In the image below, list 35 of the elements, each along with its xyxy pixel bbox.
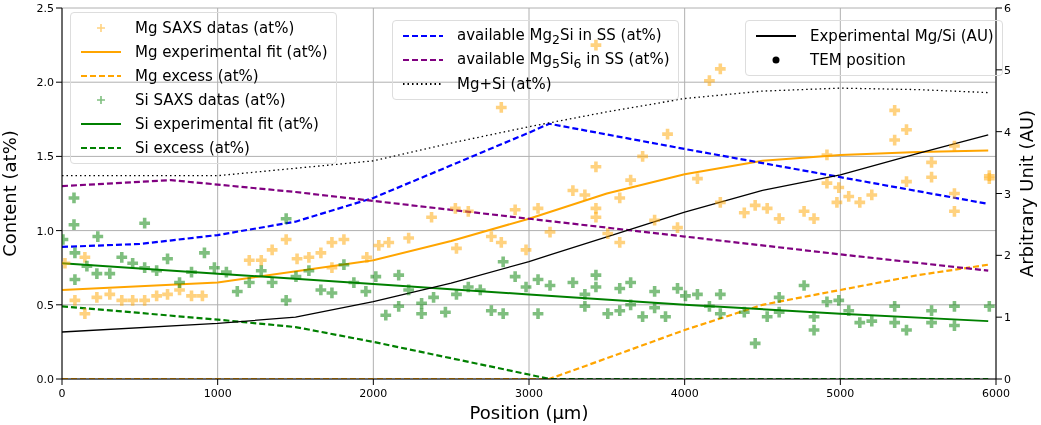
x-tick-label: 0 — [58, 387, 66, 400]
y-axis-title: Content (at%) — [0, 130, 21, 257]
x-tick-label: 4000 — [670, 387, 699, 400]
y2-axis-title: Arbitrary Unit (AU) — [1016, 109, 1038, 278]
x-axis-title: Position (µm) — [469, 402, 589, 423]
legend-label: available Mg$_{5}$Si$_{6}$ in SS (at%) — [457, 49, 670, 71]
y2-tick-label: 3 — [1004, 187, 1011, 201]
legend-label: Si experimental fit (at%) — [135, 115, 319, 133]
legend-label: available Mg$_{2}$Si in SS (at%) — [457, 25, 662, 47]
x-tick-label: 6000 — [982, 387, 1010, 400]
legend-label: Mg SAXS datas (at%) — [135, 19, 295, 37]
legend-label: TEM position — [810, 51, 906, 69]
y-tick-label: 1.5 — [36, 150, 54, 164]
legend-label: Mg+Si (at%) — [457, 75, 552, 93]
line-series — [62, 179, 990, 272]
legend-label: Mg experimental fit (at%) — [135, 43, 328, 61]
legend-label: Si excess (at%) — [135, 139, 250, 157]
y2-tick-label: 6 — [1004, 2, 1011, 15]
y-tick-label: 0.0 — [36, 373, 54, 386]
y2-tick-label: 4 — [1004, 125, 1011, 139]
x-tick-label: 5000 — [826, 387, 855, 400]
y-tick-label: 0.5 — [36, 298, 54, 312]
y-tick-label: 1.0 — [36, 224, 54, 238]
y2-tick-label: 1 — [1004, 311, 1011, 325]
legend-label: Experimental Mg/Si (AU) — [810, 27, 994, 45]
y-tick-label: 2.5 — [36, 2, 54, 15]
y2-tick-label: 2 — [1004, 249, 1011, 263]
legend-label: Mg excess (at%) — [135, 67, 259, 85]
y-tick-label: 2.0 — [36, 76, 54, 90]
legend-label: Si SAXS datas (at%) — [135, 91, 286, 109]
x-tick-label: 3000 — [515, 387, 543, 400]
x-tick-label: 1000 — [203, 387, 232, 400]
y2-tick-label: 0 — [1004, 373, 1011, 386]
x-tick-label: 2000 — [359, 387, 388, 400]
y2-tick-label: 5 — [1004, 63, 1011, 77]
